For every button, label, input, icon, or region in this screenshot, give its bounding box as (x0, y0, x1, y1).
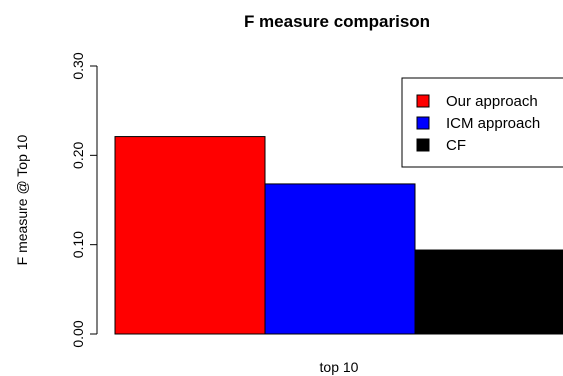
legend: Our approach ICM approach CF (401, 77, 563, 168)
y-tick-label: 0.00 (70, 320, 86, 347)
y-tick-label: 0.20 (70, 141, 86, 168)
bar-cf (414, 249, 563, 335)
y-tick-label: 0.10 (70, 231, 86, 258)
chart-title: F measure comparison (244, 12, 430, 31)
legend-label: ICM approach (446, 115, 540, 132)
x-axis-label: top 10 (320, 359, 359, 375)
bar-our-approach (114, 136, 266, 335)
y-axis-label: F measure @ Top 10 (14, 134, 30, 265)
legend-swatch (416, 94, 430, 108)
bars-group (114, 136, 563, 335)
legend-swatch (416, 116, 430, 130)
legend-swatch (416, 138, 430, 152)
legend-label: CF (446, 137, 466, 154)
y-axis: 0.00 0.10 0.20 0.30 (70, 52, 98, 348)
legend-label: Our approach (446, 93, 538, 110)
bar-icm-approach (264, 183, 416, 335)
y-tick-label: 0.30 (70, 52, 86, 79)
